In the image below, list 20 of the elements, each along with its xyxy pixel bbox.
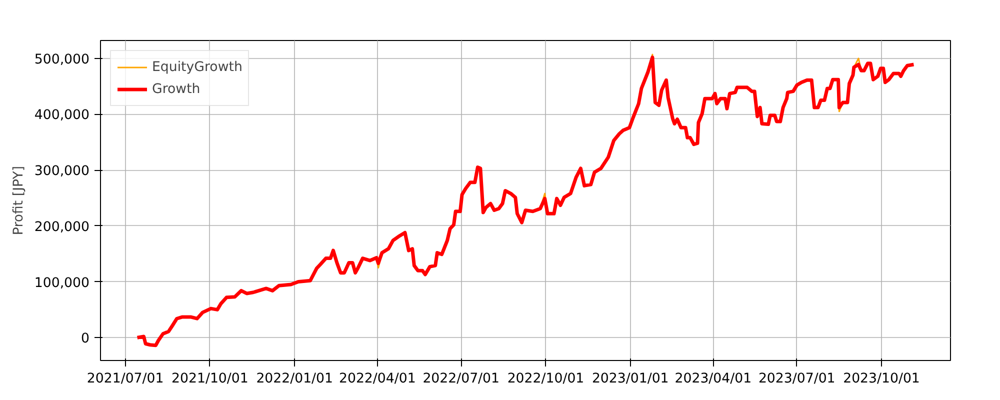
line-series [136, 56, 916, 348]
x-tick-label: 2023/07/01 [758, 372, 836, 386]
x-tick-label: 2023/04/01 [674, 372, 752, 386]
y-tick-label: 100,000 [34, 276, 90, 291]
x-tick-label: 2023/01/01 [592, 372, 669, 386]
y-tick-label: 200,000 [34, 220, 90, 235]
x-tick-label: 2022/07/01 [422, 372, 500, 386]
x-tick-label: 2022/10/01 [507, 372, 584, 386]
x-tick-label: 2021/10/01 [172, 372, 248, 386]
legend-label: Growth [152, 82, 200, 96]
x-tick-label: 2022/04/01 [338, 372, 416, 386]
y-axis-title: Profit [JPY] [11, 166, 26, 236]
x-tick-label: 2023/10/01 [843, 372, 920, 386]
y-tick-label: 500,000 [34, 52, 90, 68]
x-tick-label: 2021/07/01 [86, 372, 164, 386]
legend-label: EquityGrowth [152, 60, 242, 74]
y-tick-label: 0 [81, 332, 90, 347]
x-tick-label: 2022/01/01 [256, 372, 334, 386]
y-tick-label: 400,000 [34, 108, 90, 124]
y-tick-label: 300,000 [34, 164, 90, 180]
